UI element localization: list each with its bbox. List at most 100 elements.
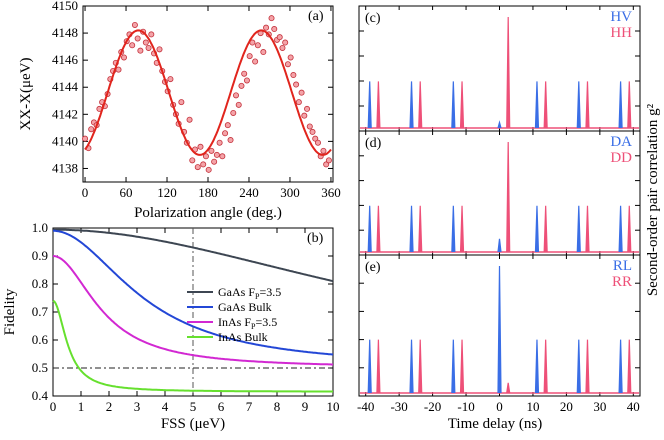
blue-side-peak [409, 81, 414, 129]
panel-a: 0 60 120 180 240 300 360 4138 4140 4142 4144 4146 41… [18, 0, 341, 221]
panel-a-data-point [186, 116, 193, 123]
panel-b-legend-name: InAs Bulk [218, 330, 268, 344]
panel-a-data-point [290, 72, 297, 79]
panel-a-xtick-label: 300 [280, 185, 300, 200]
panel-a-ytick-label: 4144 [52, 79, 79, 94]
panel-a-xtick-label: 240 [239, 185, 259, 200]
cde-xtick-label: 10 [526, 399, 539, 414]
panel-a-data-point [260, 49, 267, 56]
panel-b-legend-suffix: =3.5 [259, 285, 281, 299]
red-side-peak [585, 205, 590, 253]
panel-b-legend-label: InAs FP=3.5 [218, 315, 277, 331]
red-side-peak [543, 205, 548, 253]
panel-a-data-point [325, 157, 332, 164]
panel-a-data-point [254, 42, 261, 49]
panel-a-data-point [295, 99, 302, 106]
panel-b-legend-label: GaAs FP=3.5 [218, 285, 281, 301]
cde-xtick-label: 40 [627, 399, 640, 414]
blue-side-peak [409, 339, 414, 394]
panel-a-fit-curve [84, 29, 332, 156]
cde-xtick-label: -10 [457, 399, 474, 414]
panel-b-xtick-label: 0 [50, 399, 57, 414]
panel-a-xtick-label: 180 [198, 185, 218, 200]
panel-key-red: RR [612, 274, 632, 290]
panel-b-ytick-label: 0.5 [32, 360, 48, 375]
panel-b-label: (b) [307, 231, 324, 246]
blue-zero-delay-peak [497, 238, 502, 253]
blue-side-peak [451, 205, 456, 253]
panel-b-legend-sub: P [255, 292, 260, 301]
cde-xtick-label: -40 [357, 399, 374, 414]
panel-a-data-point [268, 15, 275, 22]
panel-a-data-point [208, 147, 215, 154]
panel-b-xtick-label: 7 [246, 399, 253, 414]
panel-c-frame [358, 5, 641, 132]
panel-a-data-point [142, 39, 149, 46]
panel-a-data-point [314, 139, 321, 146]
panel-b-xtick-label: 5 [190, 399, 197, 414]
red-side-peak [376, 205, 381, 253]
panel-key-red: DD [610, 150, 632, 166]
red-side-peak [376, 81, 381, 129]
panel-a-data-point [189, 157, 196, 164]
panel-a-data-point [82, 135, 89, 142]
panel-a-data-point [298, 89, 305, 96]
red-side-peak [459, 81, 465, 129]
blue-side-peak [618, 339, 623, 394]
blue-side-peak [409, 205, 414, 253]
panel-a-data-point [120, 54, 127, 61]
cde-xtick-label: -20 [424, 399, 441, 414]
panel-b-ytick-label: 0.6 [32, 332, 49, 347]
panel-a-data-point [306, 123, 313, 130]
cde-xtick-label: -30 [390, 399, 407, 414]
red-side-peak [418, 205, 423, 253]
panel-a-data-point [323, 161, 330, 168]
panel-b-legend-name: GaAs F [218, 285, 255, 299]
panel-key-blue: HV [610, 9, 632, 25]
panel-a-data-point [197, 143, 204, 150]
panel-a-data-point [178, 99, 185, 106]
panel-a-ytick-label: 4140 [52, 133, 78, 148]
cde-xtick-label: 0 [496, 399, 503, 414]
panel-a-data-point [241, 70, 248, 77]
blue-side-peak [451, 81, 456, 129]
panel-b-ytick-label: 0.8 [32, 276, 48, 291]
blue-side-peak [451, 339, 456, 394]
blue-side-peak [534, 339, 540, 394]
red-side-peak [459, 205, 465, 253]
panel-b-xtick-label: 3 [134, 399, 141, 414]
panel-b-series-line [52, 299, 333, 393]
panel-a-data-point [263, 24, 270, 31]
panel-a-data-point [202, 153, 209, 160]
panel-a-data-point [224, 122, 231, 129]
panel-a-data-point [115, 66, 122, 73]
red-side-peak [376, 339, 381, 394]
panel-b-legend-label: InAs Bulk [218, 330, 268, 344]
panel-a-data-point [200, 161, 207, 168]
panel-a-data-point [211, 158, 218, 165]
red-side-peak [459, 339, 465, 394]
panel-c-label: (c) [365, 11, 381, 26]
panels-cde-xlabel: Time delay (ns) [448, 416, 542, 432]
cde-xtick-label: 20 [560, 399, 573, 414]
panel-b-legend-label: GaAs Bulk [218, 300, 272, 314]
red-zero-delay-peak [506, 16, 511, 129]
panel-a-data-point [271, 26, 278, 33]
blue-side-peak [367, 339, 372, 394]
panel-a-ytick-label: 4148 [52, 25, 78, 40]
panel-b-xtick-label: 4 [162, 399, 169, 414]
red-side-peak [543, 339, 548, 394]
panel-a-data-point [284, 61, 291, 68]
panel-e-label: (e) [365, 260, 381, 275]
panel-b-legend-name: InAs F [218, 315, 251, 329]
panel-a-ylabel: XX-X(μeV) [18, 57, 34, 130]
red-zero-delay-peak [506, 382, 511, 394]
blue-side-peak [576, 205, 581, 253]
blue-side-peak [534, 81, 540, 129]
panel-a-data-point [222, 130, 229, 137]
panel-a-data-point [293, 81, 300, 88]
panel-b-legend-name: GaAs Bulk [218, 300, 272, 314]
